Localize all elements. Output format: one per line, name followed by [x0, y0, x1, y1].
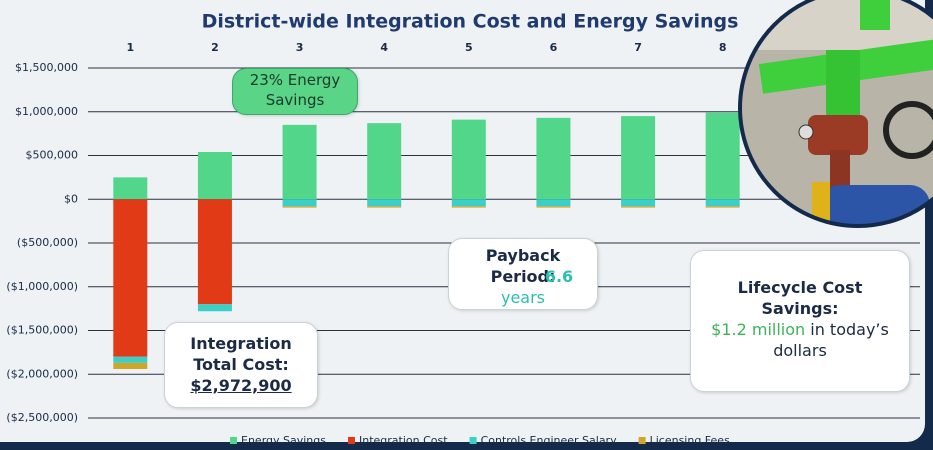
- x-tick-label: 4: [380, 41, 388, 54]
- callout-unit: years: [500, 288, 546, 307]
- bar-segment: [451, 199, 486, 207]
- y-tick-label: ($2,000,000): [6, 367, 78, 380]
- bar-segment: [113, 199, 148, 357]
- bar-segment: [197, 199, 232, 305]
- callout-text: Payback Period:: [485, 246, 561, 286]
- legend-swatch: [230, 437, 237, 444]
- bar-segment: [705, 112, 740, 200]
- legend-label: Energy Savings: [241, 434, 326, 447]
- x-tick-label: 8: [719, 41, 727, 54]
- chart-title: District-wide Integration Cost and Energ…: [202, 11, 739, 33]
- x-tick-label: 6: [550, 41, 558, 54]
- bar-segment: [113, 177, 148, 200]
- bar-segment: [113, 362, 148, 369]
- energy-callout: 23% Energy Savings: [232, 68, 358, 115]
- y-tick-label: $1,000,000: [15, 105, 78, 118]
- y-tick-label: ($1,000,000): [6, 280, 78, 293]
- legend-label: Controls Engineer Salary: [481, 434, 618, 447]
- payback-callout: Payback Period: 6.6 years: [448, 238, 598, 310]
- x-tick-label: 7: [634, 41, 642, 54]
- y-tick-label: ($1,500,000): [6, 324, 78, 337]
- bar-segment: [621, 116, 656, 200]
- legend-label: Integration Cost: [359, 434, 448, 447]
- bar-segment: [621, 199, 656, 207]
- bar-segment: [282, 199, 317, 207]
- callout-text: Lifecycle Cost Savings:: [737, 278, 863, 318]
- bar-segment: [451, 206, 486, 208]
- bar-segment: [113, 356, 148, 363]
- x-tick-label: 1: [126, 41, 134, 54]
- bar-segment: [705, 199, 740, 207]
- y-tick-label: $1,500,000: [15, 61, 78, 74]
- callout-value: $1.2 million: [711, 320, 806, 339]
- bar-segment: [536, 206, 571, 208]
- bar-segment: [197, 304, 232, 312]
- bar-segment: [367, 206, 402, 208]
- lifecycle-callout: Lifecycle Cost Savings: $1.2 million in t…: [690, 250, 910, 392]
- legend: Energy Savings Integration Cost Controls E…: [230, 434, 730, 447]
- bar-segment: [451, 119, 486, 200]
- bar-segment: [282, 206, 317, 208]
- legend-label: Licensing Fees: [650, 434, 730, 447]
- bar-segment: [197, 152, 232, 200]
- callout-value: $2,972,900: [190, 376, 292, 395]
- bar-segment: [705, 206, 740, 208]
- bar-segment: [536, 199, 571, 207]
- bar-segment: [536, 117, 571, 200]
- bar-segment: [282, 124, 317, 200]
- x-tick-label: 3: [296, 41, 304, 54]
- legend-swatch: [638, 437, 646, 444]
- callout-text: Integration Total Cost:: [190, 334, 292, 374]
- x-tick-label: 5: [465, 41, 473, 54]
- bar-segment: [621, 206, 656, 208]
- y-tick-label: $500,000: [26, 149, 79, 162]
- y-tick-label: ($500,000): [17, 236, 78, 249]
- legend-swatch: [469, 437, 477, 444]
- y-tick-label: $0: [64, 192, 78, 205]
- callout-text: 23% Energy Savings: [249, 71, 341, 109]
- legend-swatch: [347, 437, 355, 444]
- bar-segment: [367, 123, 402, 200]
- callout-suffix: in today’s dollars: [773, 320, 889, 360]
- bar-segment: [367, 199, 402, 207]
- y-tick-label: ($2,500,000): [6, 411, 78, 424]
- x-tick-label: 2: [211, 41, 219, 54]
- callout-value: 6.6: [544, 267, 574, 286]
- integration-callout: Integration Total Cost: $2,972,900: [164, 322, 318, 408]
